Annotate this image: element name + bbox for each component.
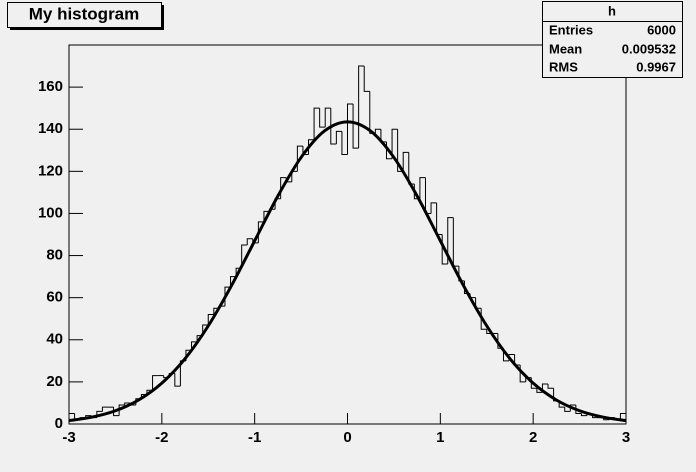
x-tick-label: 3 (622, 429, 630, 446)
y-tick-label: 100 (38, 204, 63, 221)
y-tick-label: 80 (46, 247, 63, 264)
histogram-bin (374, 128, 381, 134)
histogram-bin (564, 407, 571, 412)
y-tick-label: 60 (46, 289, 63, 306)
title-frame (7, 2, 162, 28)
histogram-bin (124, 402, 131, 406)
stats-value: 0.9967 (636, 59, 676, 74)
x-tick-label: 2 (529, 429, 537, 446)
y-tick-label: 0 (55, 415, 63, 432)
stats-value: 0.009532 (622, 41, 676, 56)
frame (68, 44, 627, 425)
histogram-bin (430, 202, 437, 214)
histogram-bin (191, 341, 198, 351)
stats-title: h (608, 3, 616, 18)
histogram-bin (447, 217, 454, 264)
histogram-bin (347, 103, 354, 155)
histogram-bin (313, 107, 320, 140)
histogram-bin (580, 413, 588, 417)
y-tick-label: 140 (38, 120, 63, 137)
title-box: My histogram (7, 2, 164, 30)
stats-label: Entries (549, 22, 593, 37)
histogram-bin (263, 210, 270, 222)
y-tick-label: 120 (38, 162, 63, 179)
histogram-bin (391, 128, 398, 159)
histogram-bin (619, 412, 627, 424)
x-tick-label: -3 (62, 429, 75, 446)
fit-curve (68, 120, 627, 423)
histogram-bin (547, 383, 554, 389)
histogram-bin (335, 130, 342, 144)
histogram-bin (319, 108, 326, 128)
histogram-bin (352, 103, 359, 149)
histogram-bin (419, 177, 426, 199)
chart-title: My histogram (29, 4, 140, 23)
histogram-bin (241, 244, 248, 269)
histogram-bin (330, 108, 337, 145)
stats-label: RMS (549, 59, 578, 74)
x-tick-label: -2 (155, 429, 168, 446)
histogram-bin (402, 151, 409, 172)
histogram-bin (358, 65, 365, 149)
histogram-bin (152, 375, 159, 391)
histogram-bin (569, 404, 576, 412)
y-tick-label: 160 (38, 78, 63, 95)
histogram-bin (363, 66, 370, 92)
x-tick-label: -1 (248, 429, 261, 446)
histogram-bin (536, 388, 543, 393)
stats-frame (542, 1, 683, 78)
stats-label: Mean (549, 41, 582, 56)
histogram-bin (246, 238, 253, 246)
histogram-bin (207, 314, 214, 326)
histogram-bin (230, 276, 237, 288)
x-tick-label: 1 (436, 429, 444, 446)
histogram-bin (118, 404, 125, 416)
histogram-bin (324, 107, 331, 128)
histogram-bin (341, 131, 348, 155)
stats-value: 6000 (647, 22, 676, 37)
x-tick-label: 0 (343, 429, 351, 446)
histogram-bin (174, 373, 181, 387)
y-tick-label: 40 (46, 331, 63, 348)
stats-box: h Entries 6000 Mean 0.009532 RMS 0.9967 (542, 1, 683, 78)
histogram-bin (101, 406, 108, 412)
y-tick-label: 20 (46, 373, 63, 390)
